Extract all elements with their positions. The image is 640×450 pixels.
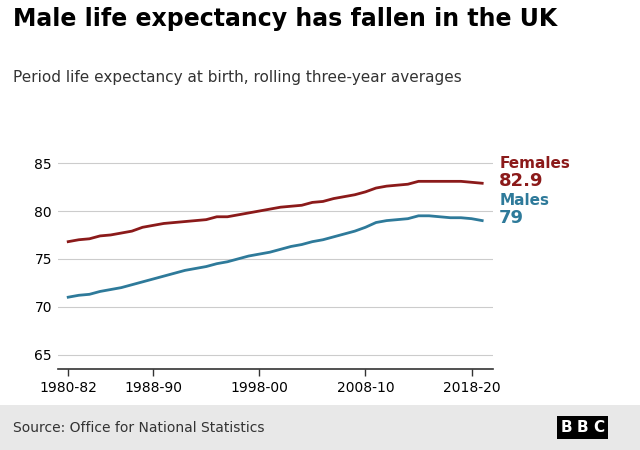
Text: Females: Females	[499, 156, 570, 171]
Text: 79: 79	[499, 209, 524, 227]
Text: C: C	[593, 420, 604, 435]
Text: B: B	[561, 420, 572, 435]
Text: Source: Office for National Statistics: Source: Office for National Statistics	[13, 420, 264, 435]
Text: Males: Males	[499, 193, 549, 208]
Text: Male life expectancy has fallen in the UK: Male life expectancy has fallen in the U…	[13, 7, 557, 31]
Text: Period life expectancy at birth, rolling three-year averages: Period life expectancy at birth, rolling…	[13, 70, 461, 85]
Text: 82.9: 82.9	[499, 172, 544, 190]
Text: B: B	[577, 420, 588, 435]
